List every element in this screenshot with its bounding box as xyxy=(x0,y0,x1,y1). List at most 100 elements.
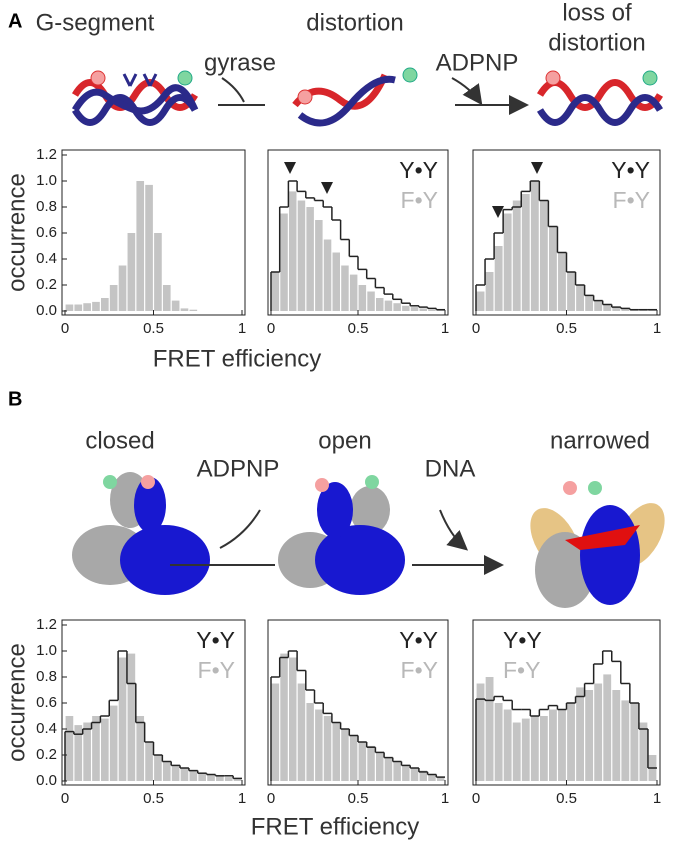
legend-entry: F•Y xyxy=(401,187,438,213)
histogram-bar xyxy=(402,305,410,311)
histogram-bar xyxy=(393,761,401,781)
illustrations-b xyxy=(72,472,665,608)
stage-title: G-segment xyxy=(36,9,155,36)
histogram-bar xyxy=(393,303,401,311)
histogram-bar xyxy=(271,683,280,781)
histogram-bar xyxy=(180,768,189,781)
histogram-bar xyxy=(101,298,109,311)
histogram-bar xyxy=(436,777,445,781)
histogram-bar xyxy=(594,300,603,311)
histogram-bar xyxy=(419,770,427,781)
histogram-bar xyxy=(594,683,603,781)
histogram-bar xyxy=(74,725,83,781)
histogram-bar xyxy=(512,722,521,781)
y-tick-label: 0.8 xyxy=(36,198,57,215)
y-tick-label: 0.4 xyxy=(36,720,57,737)
histogram-bar xyxy=(332,722,340,781)
arrow-label: DNA xyxy=(425,455,476,482)
histogram-bar xyxy=(485,677,494,781)
histogram-bar xyxy=(280,213,288,311)
legend-entry: F•Y xyxy=(613,187,650,213)
histogram-bar xyxy=(280,653,288,781)
y-tick-label: 0.2 xyxy=(36,746,57,763)
histogram-bar xyxy=(189,770,198,781)
x-tick-label: 0 xyxy=(472,320,480,337)
legend-entry: Y•Y xyxy=(503,627,542,653)
histogram-bar xyxy=(315,709,323,781)
x-tick-label: 1 xyxy=(653,320,661,337)
legend-entry: F•Y xyxy=(503,657,540,683)
histogram-bar xyxy=(83,722,91,781)
panel-label: B xyxy=(8,388,22,410)
legend-entry: Y•Y xyxy=(399,627,438,653)
histogram-bar xyxy=(189,309,198,311)
histogram-bar xyxy=(384,300,393,311)
histogram-bar xyxy=(297,683,306,781)
histogram-bar xyxy=(476,291,485,311)
histogram-bar xyxy=(539,716,548,781)
histogram-bar xyxy=(521,718,530,781)
y-tick-label: 0.6 xyxy=(36,694,57,711)
y-tick-label: 1.0 xyxy=(36,172,57,189)
histogram-bar xyxy=(101,718,109,781)
stage-title: narrowed xyxy=(550,427,650,454)
legend-entry: Y•Y xyxy=(611,157,650,183)
legend-entry: F•Y xyxy=(401,657,438,683)
histogram-bar xyxy=(612,307,621,311)
histogram-bar xyxy=(567,272,575,311)
histogram-bar xyxy=(603,674,612,781)
histogram-bar xyxy=(341,729,349,781)
y-tick-label: 0.6 xyxy=(36,224,57,241)
x-axis-label: FRET efficiency xyxy=(153,345,322,372)
histogram-bar xyxy=(162,285,171,311)
y-axis-label: occurrence xyxy=(3,643,30,762)
legend-entry: Y•Y xyxy=(196,627,235,653)
histogram-bar xyxy=(224,777,233,781)
histogram-bar xyxy=(585,295,594,311)
histogram-bar xyxy=(376,752,384,781)
histogram-bar xyxy=(576,285,584,311)
stage-title: loss of xyxy=(562,0,632,26)
histogram-bar xyxy=(549,226,557,311)
histogram-bar xyxy=(512,200,521,311)
x-tick-label: 0 xyxy=(267,790,275,807)
x-tick-label: 0 xyxy=(472,790,480,807)
peak-markers xyxy=(284,162,543,218)
histogram-bar xyxy=(92,301,100,311)
stage-title: distortion xyxy=(548,29,645,56)
histogram-bar xyxy=(198,773,206,781)
y-tick-label: 1.2 xyxy=(36,616,57,633)
histogram-bar xyxy=(585,690,594,781)
y-tick-label: 1.0 xyxy=(36,642,57,659)
x-tick-label: 0 xyxy=(61,320,69,337)
histogram-bar xyxy=(402,765,410,781)
histogram-bar xyxy=(127,653,136,781)
plot-frame xyxy=(61,149,246,316)
histogram-bar xyxy=(521,194,530,311)
histogram-bar xyxy=(118,657,127,781)
histogram-bar xyxy=(630,703,639,781)
histogram-bar xyxy=(549,709,557,781)
histogram-bar xyxy=(621,700,630,781)
x-tick-label: 0 xyxy=(61,790,69,807)
histogram-bar xyxy=(306,703,314,781)
histogram-bar xyxy=(65,716,74,781)
x-tick-label: 1 xyxy=(653,790,661,807)
histogram-bar xyxy=(65,304,74,311)
histogram-bar xyxy=(419,308,427,311)
histogram-bar xyxy=(428,774,436,781)
histogram-bar xyxy=(154,233,162,311)
histogram-bar xyxy=(145,742,153,781)
histogram-bar xyxy=(558,252,566,311)
histogram-bar xyxy=(349,735,358,781)
histogram-bar xyxy=(145,184,153,311)
x-tick-label: 0.5 xyxy=(143,320,164,337)
histogram-bar xyxy=(136,181,145,311)
x-tick-label: 0.5 xyxy=(556,320,577,337)
legend-entry: F•Y xyxy=(198,657,235,683)
histogram-bar xyxy=(315,220,323,311)
x-tick-label: 0.5 xyxy=(348,320,369,337)
x-tick-label: 1 xyxy=(238,320,246,337)
histogram-bar xyxy=(494,703,503,781)
panel-label: A xyxy=(8,10,22,32)
